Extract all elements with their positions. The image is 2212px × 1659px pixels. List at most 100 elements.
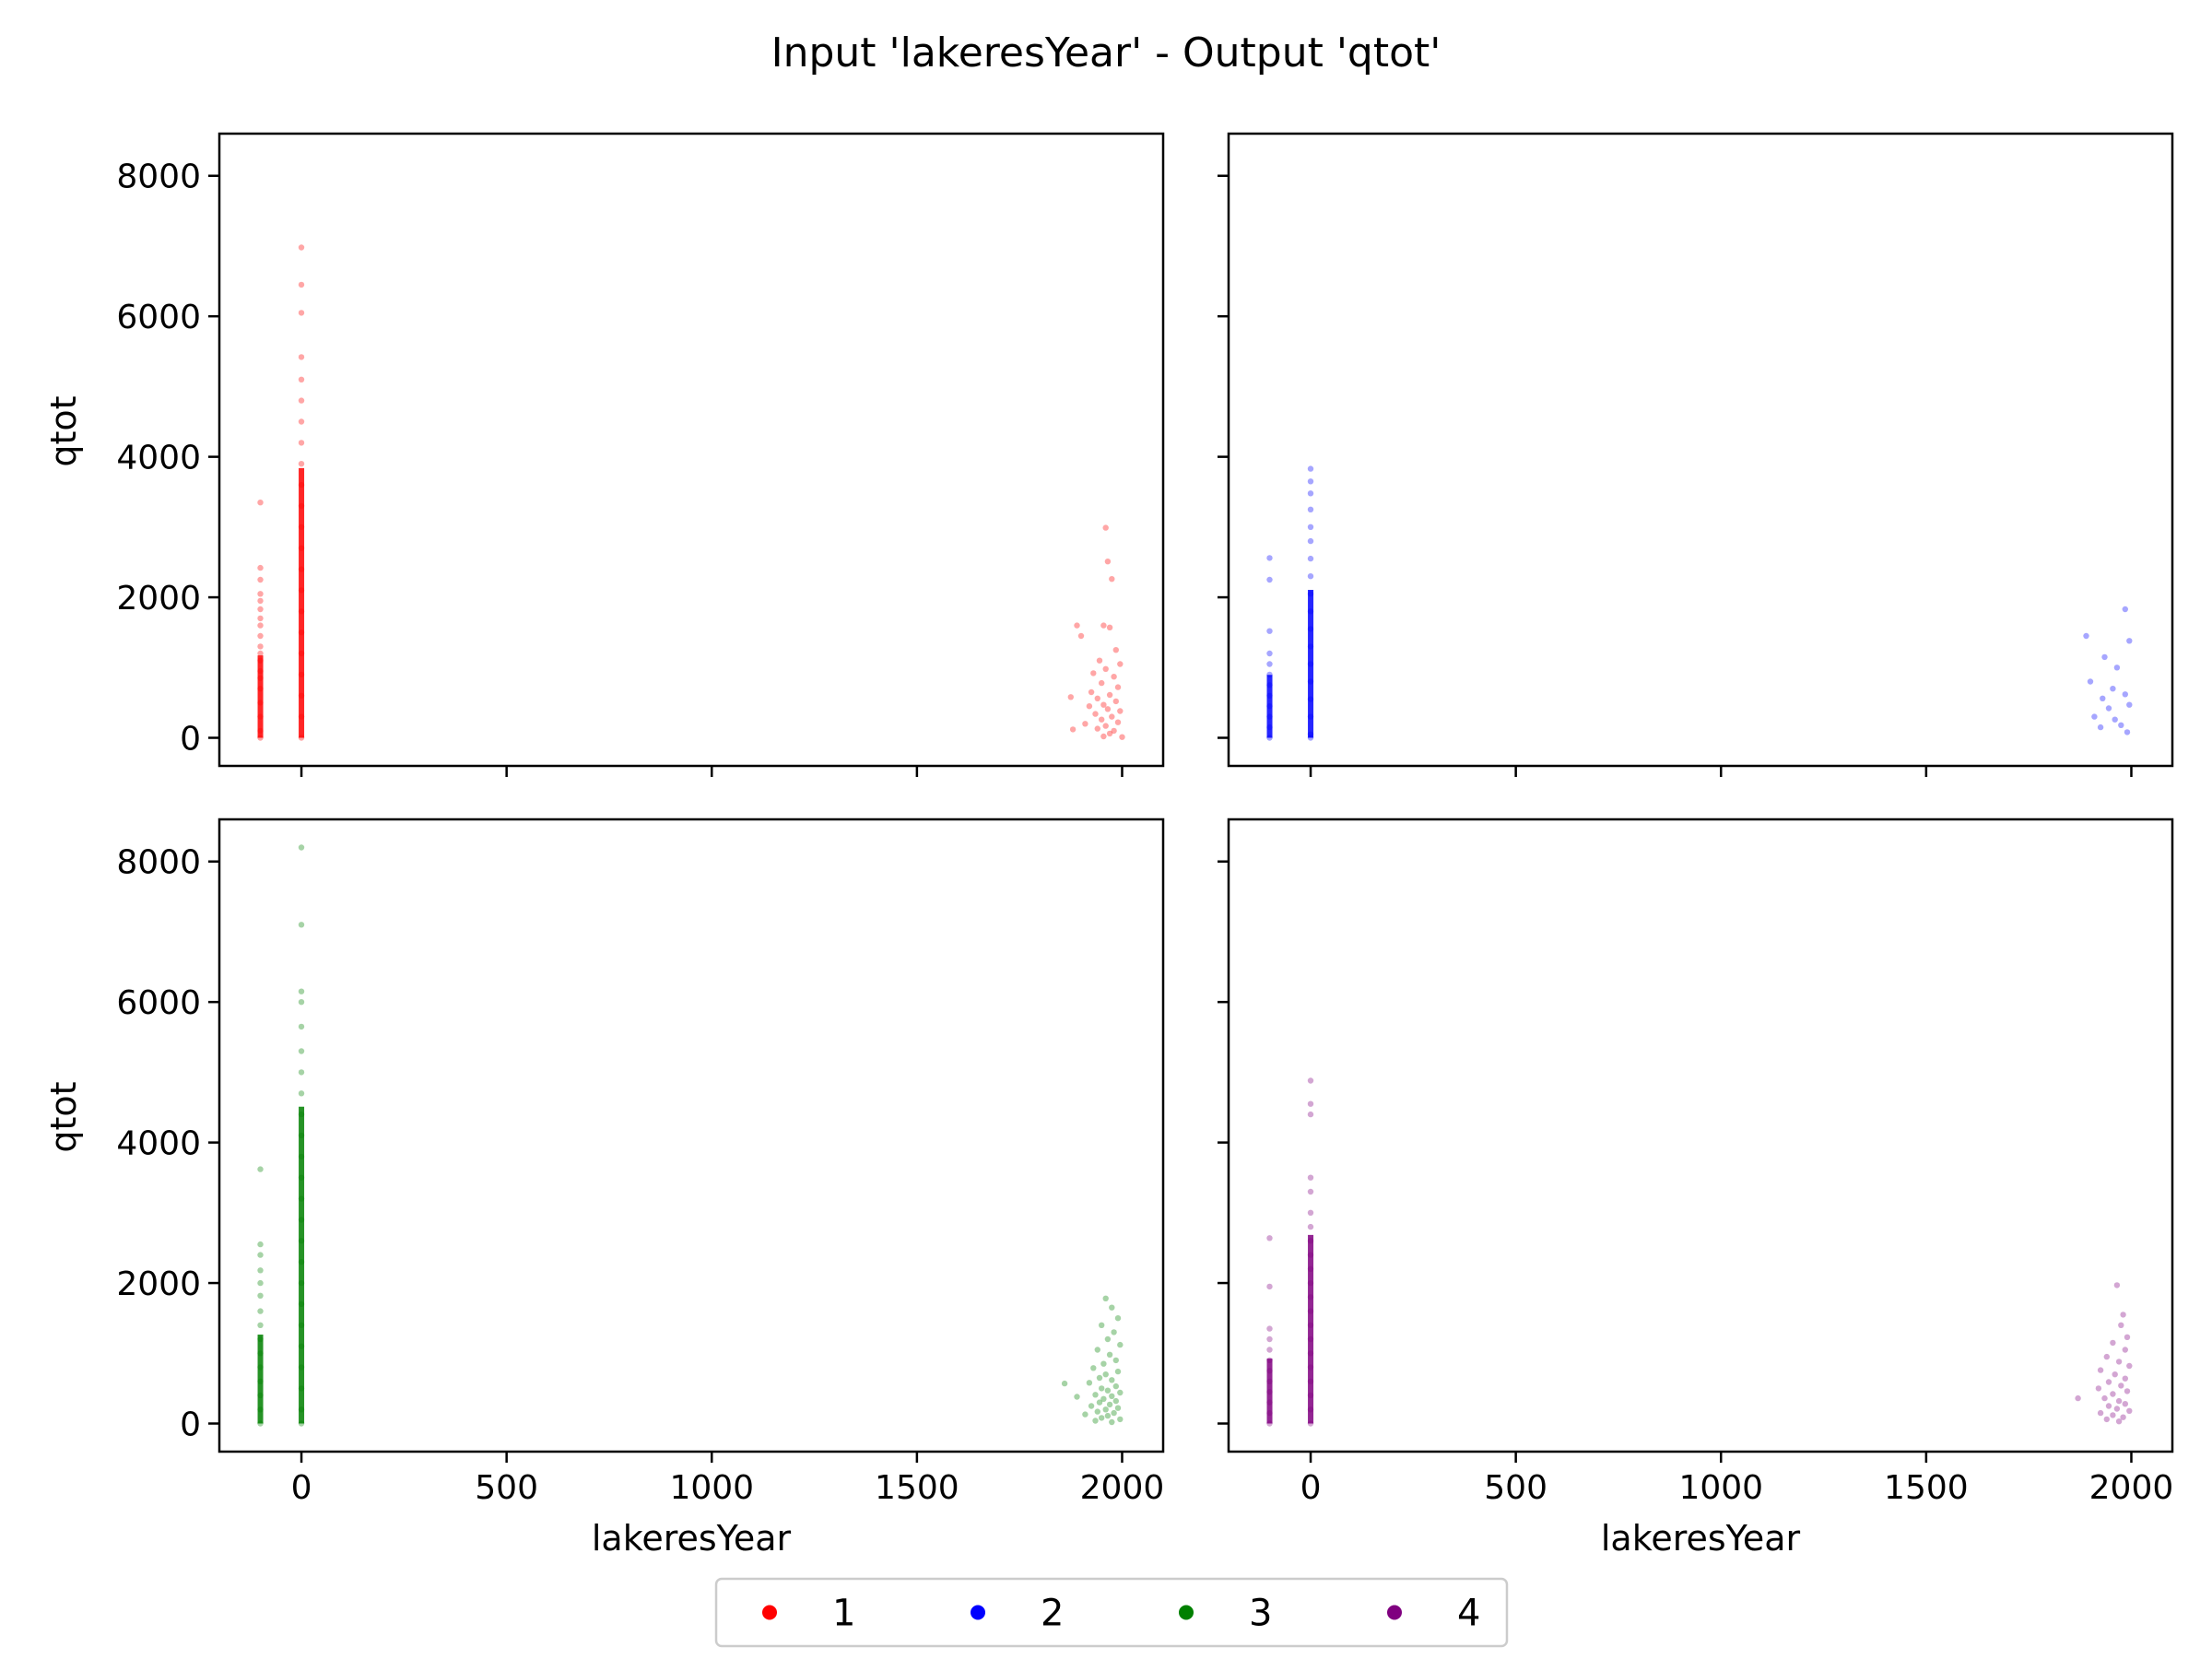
x-tick-label: 1500 xyxy=(1884,1469,1969,1507)
data-point xyxy=(1266,1347,1273,1353)
data-point xyxy=(1307,478,1314,485)
plot-frame xyxy=(1227,818,2174,1453)
data-point xyxy=(1112,698,1120,705)
data-point xyxy=(2113,1406,2121,1412)
data-point xyxy=(1307,1174,1314,1181)
data-point xyxy=(1307,1223,1314,1230)
data-point xyxy=(298,988,305,994)
data-point xyxy=(1109,1418,1115,1426)
data-point xyxy=(257,1279,264,1287)
data-point xyxy=(1307,1100,1314,1107)
data-point xyxy=(1111,727,1117,735)
data-point xyxy=(1092,711,1099,717)
data-point xyxy=(1106,691,1113,699)
data-point xyxy=(1266,555,1273,561)
data-point xyxy=(1099,1415,1105,1421)
data-point xyxy=(2124,1388,2131,1394)
data-point xyxy=(1099,679,1105,687)
data-point xyxy=(1109,1377,1115,1383)
data-point xyxy=(1109,1393,1115,1400)
data-point xyxy=(1088,1403,1095,1409)
data-point xyxy=(2112,1371,2118,1378)
legend-label: 4 xyxy=(1457,1593,1480,1635)
data-point xyxy=(1307,1188,1314,1195)
data-point xyxy=(2110,686,2116,692)
data-point xyxy=(1092,1418,1099,1424)
data-point xyxy=(2115,1397,2123,1405)
data-point xyxy=(2120,1414,2126,1420)
data-point xyxy=(298,461,305,467)
data-point xyxy=(1102,723,1109,729)
data-point xyxy=(1104,1387,1112,1394)
series-1-points xyxy=(257,244,1125,741)
y-tick-label: 8000 xyxy=(116,844,201,882)
data-point xyxy=(1117,1389,1124,1396)
y-tick-label: 2000 xyxy=(116,580,201,618)
y-axis-label: qtot xyxy=(43,1081,84,1152)
data-point xyxy=(2101,653,2108,661)
data-point xyxy=(2122,691,2128,698)
data-point xyxy=(1307,537,1314,545)
data-point xyxy=(1086,1380,1093,1386)
data-point xyxy=(1112,1382,1120,1390)
data-point xyxy=(1114,719,1122,725)
data-point xyxy=(1112,647,1120,653)
data-point xyxy=(257,622,264,629)
y-tick-label: 0 xyxy=(180,1406,201,1444)
data-point xyxy=(257,1322,264,1329)
data-point xyxy=(2105,1403,2112,1409)
y-axis-label: qtot xyxy=(43,395,84,466)
data-point xyxy=(1104,706,1112,712)
data-point xyxy=(1077,632,1085,640)
data-point xyxy=(2103,1416,2110,1423)
data-point xyxy=(1102,524,1109,531)
data-point xyxy=(1094,695,1101,701)
data-point xyxy=(2124,729,2131,735)
data-point xyxy=(1266,1335,1273,1343)
data-point xyxy=(1102,1295,1109,1302)
data-point xyxy=(298,376,305,382)
data-point xyxy=(2126,1362,2133,1370)
data-point xyxy=(1111,1409,1117,1417)
data-point xyxy=(1096,657,1103,664)
data-point xyxy=(257,606,264,613)
subplot-3: 0 2000 4000 6000 8000 0 500 1000 1500 2000 lakeres… xyxy=(43,818,1164,1559)
data-point xyxy=(257,500,264,506)
data-point xyxy=(257,564,264,571)
data-point xyxy=(2091,713,2098,720)
data-point xyxy=(2103,1353,2110,1360)
data-point xyxy=(1109,1304,1115,1311)
legend-marker xyxy=(1179,1605,1194,1620)
legend-marker xyxy=(762,1605,777,1620)
data-point xyxy=(2126,701,2133,708)
data-point xyxy=(257,615,264,622)
data-point xyxy=(1114,1315,1122,1322)
data-point xyxy=(1266,650,1273,657)
data-point xyxy=(1114,1405,1122,1411)
data-point xyxy=(2115,1359,2123,1365)
data-point xyxy=(1112,1397,1120,1405)
subplot-2 xyxy=(1218,132,2174,777)
data-point xyxy=(1114,684,1122,690)
data-point xyxy=(1266,576,1273,583)
y-tick-label: 0 xyxy=(180,721,201,759)
x-tick-label: 1500 xyxy=(875,1469,959,1507)
subplot-1: 0 2000 4000 6000 8000 qtot xyxy=(43,132,1165,777)
data-point xyxy=(1106,1351,1113,1359)
data-point xyxy=(2113,665,2121,671)
data-point xyxy=(1307,555,1314,562)
data-point xyxy=(257,1292,264,1300)
data-point xyxy=(1117,1341,1124,1348)
data-point xyxy=(2095,1385,2102,1392)
data-point xyxy=(257,591,264,597)
data-point xyxy=(1082,721,1088,727)
y-tick-label: 6000 xyxy=(116,299,201,336)
data-point xyxy=(2122,1347,2128,1353)
data-point xyxy=(1117,708,1124,714)
data-point xyxy=(1094,1408,1101,1415)
data-point xyxy=(1266,661,1273,667)
data-point xyxy=(2124,1334,2131,1341)
plot-frame xyxy=(218,132,1165,768)
data-point xyxy=(2115,1418,2123,1425)
